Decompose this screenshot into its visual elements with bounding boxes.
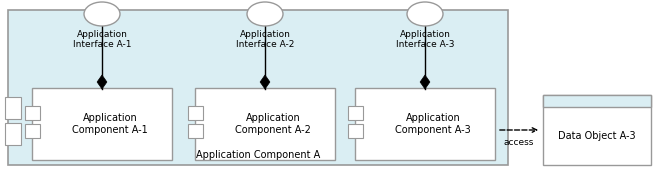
Bar bbox=[5, 123, 21, 145]
Ellipse shape bbox=[247, 2, 283, 26]
Text: Application
Component A-1: Application Component A-1 bbox=[72, 113, 148, 135]
Polygon shape bbox=[97, 75, 107, 89]
Bar bbox=[25, 106, 40, 120]
Text: access: access bbox=[504, 138, 534, 147]
Bar bbox=[188, 124, 203, 138]
Bar bbox=[543, 95, 651, 165]
Bar bbox=[5, 97, 21, 119]
Text: Application
Interface A-3: Application Interface A-3 bbox=[396, 30, 454, 49]
Bar bbox=[25, 124, 40, 138]
Polygon shape bbox=[420, 75, 430, 89]
Text: Application
Component A-2: Application Component A-2 bbox=[235, 113, 311, 135]
Bar bbox=[8, 10, 508, 165]
Text: Application Component A: Application Component A bbox=[196, 150, 320, 160]
Bar bbox=[32, 88, 172, 160]
Text: Application
Interface A-2: Application Interface A-2 bbox=[236, 30, 294, 49]
Bar bbox=[348, 106, 363, 120]
Bar bbox=[188, 106, 203, 120]
Ellipse shape bbox=[84, 2, 120, 26]
Ellipse shape bbox=[407, 2, 443, 26]
Bar bbox=[195, 88, 335, 160]
Text: Data Object A-3: Data Object A-3 bbox=[558, 131, 636, 141]
Text: Application
Interface A-1: Application Interface A-1 bbox=[73, 30, 131, 49]
Bar bbox=[348, 124, 363, 138]
Bar bbox=[355, 88, 495, 160]
Polygon shape bbox=[260, 75, 270, 89]
Bar bbox=[543, 95, 651, 107]
Text: Application
Component A-3: Application Component A-3 bbox=[395, 113, 471, 135]
